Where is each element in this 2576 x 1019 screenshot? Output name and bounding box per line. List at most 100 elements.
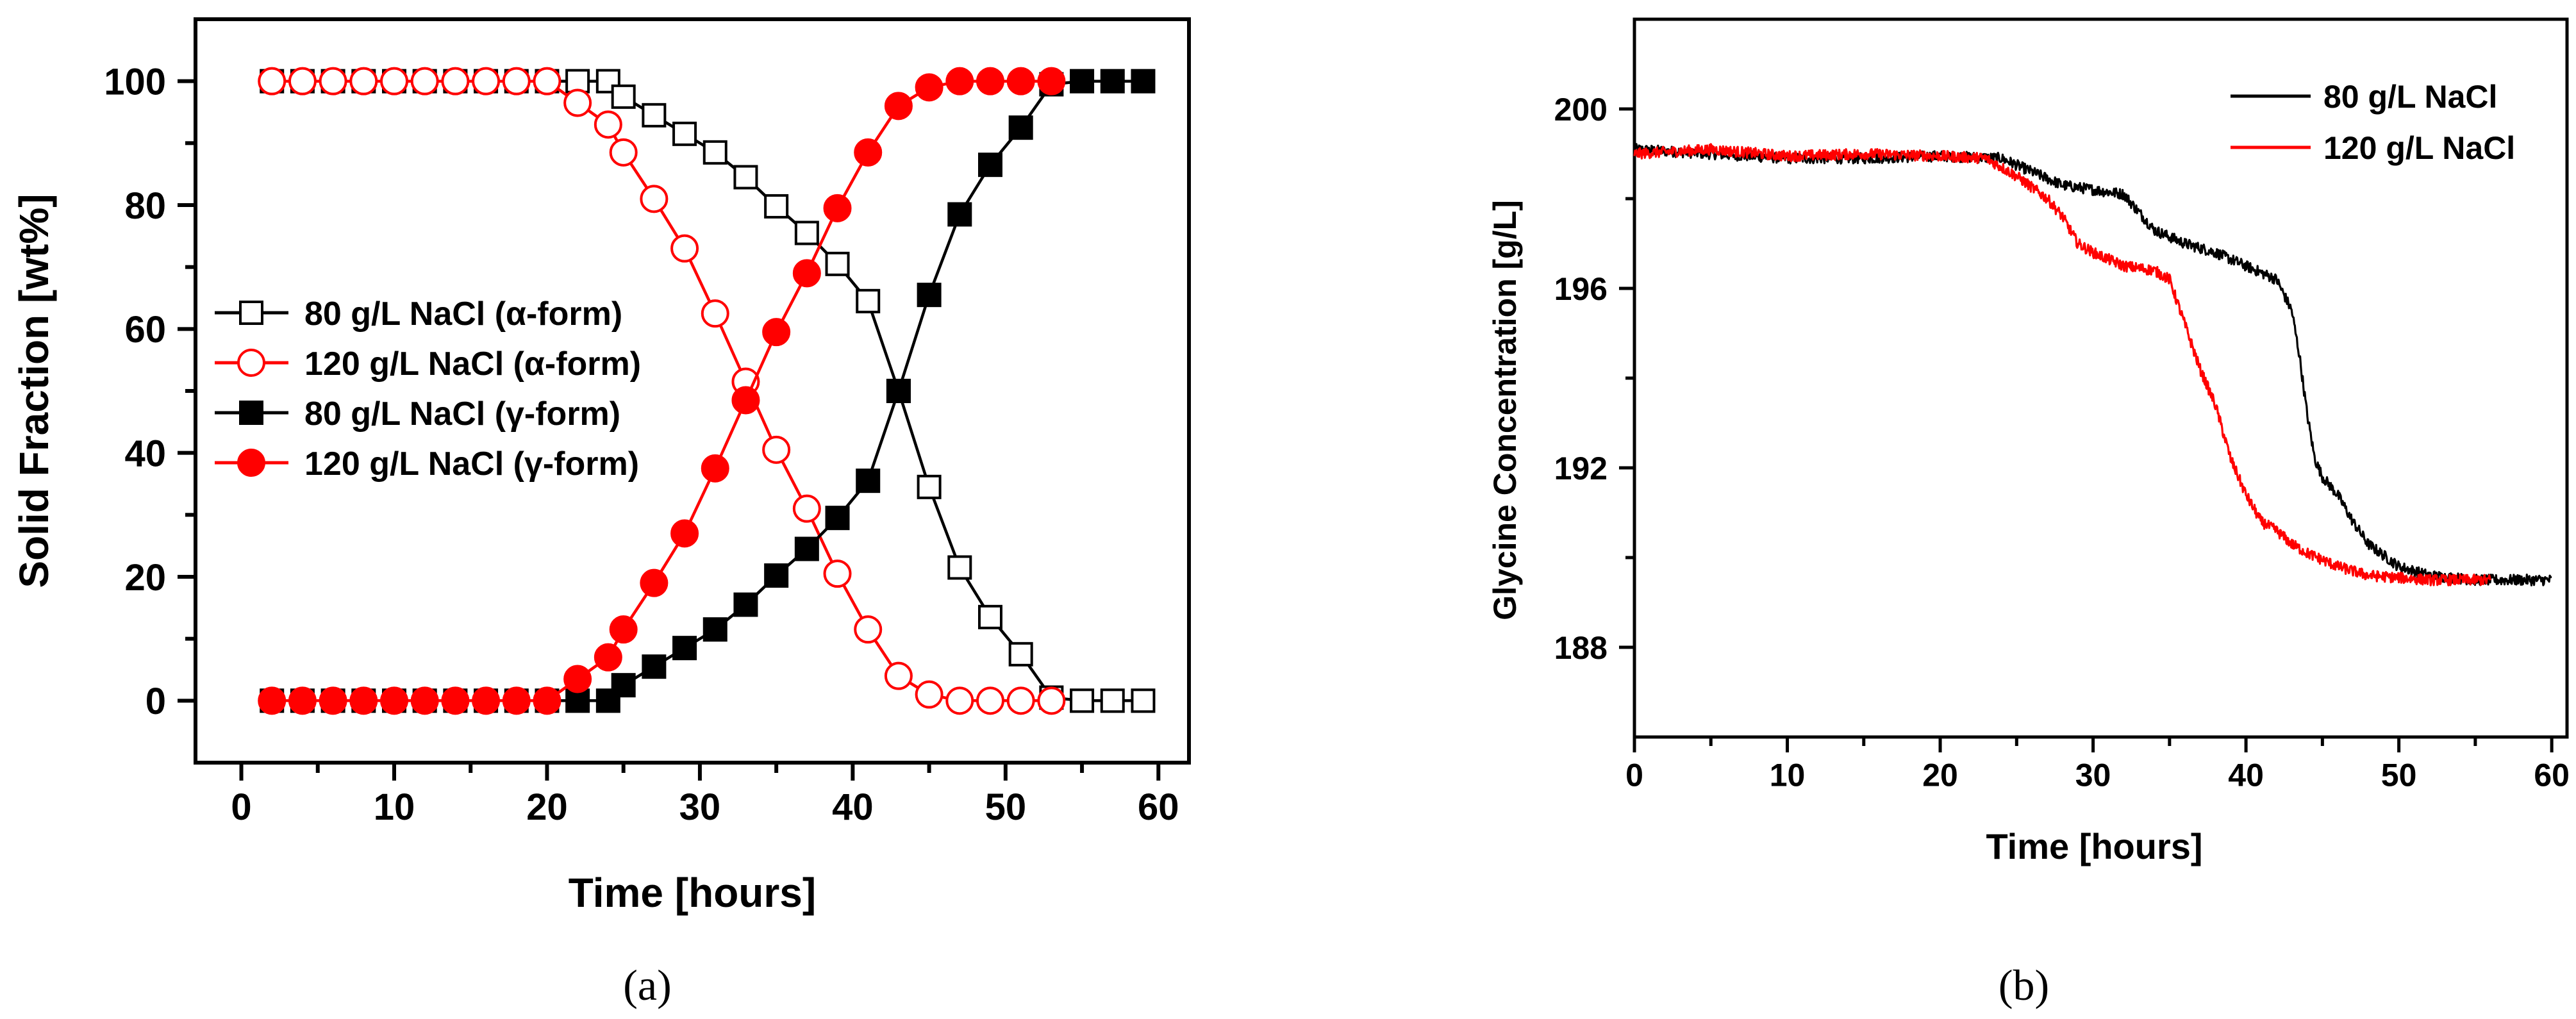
data-point (702, 617, 727, 642)
series-2 (1633, 143, 2492, 586)
data-point (1131, 688, 1156, 713)
y-tick-label: 192 (1554, 451, 1608, 486)
data-point (1037, 67, 1066, 95)
data-point (884, 92, 913, 120)
data-point (380, 67, 408, 95)
chart-a-caption: (a) (623, 961, 671, 1009)
data-point (854, 615, 883, 644)
legend-label: 120 g/L NaCl (γ-form) (304, 445, 639, 483)
series-2 (258, 67, 1066, 715)
data-point (595, 69, 620, 94)
legend-marker (239, 301, 263, 325)
series-line (272, 79, 1052, 702)
data-point (563, 665, 592, 693)
data-point (947, 202, 972, 227)
data-point (1008, 642, 1033, 667)
data-point (762, 435, 791, 464)
y-tick-label: 0 (145, 681, 166, 722)
data-point (1131, 69, 1156, 94)
x-tick-label: 30 (2075, 758, 2111, 793)
x-tick-label: 50 (985, 786, 1027, 828)
data-point (441, 686, 470, 715)
chart-b-series (1633, 143, 2552, 586)
legend-item: 120 g/L NaCl (γ-form) (215, 445, 639, 483)
data-point (945, 67, 974, 95)
legend-label: 80 g/L NaCl (γ-form) (304, 395, 620, 433)
data-point (349, 67, 378, 95)
data-point (947, 555, 972, 580)
data-point (701, 454, 729, 483)
data-point (502, 686, 531, 715)
x-tick-label: 20 (1922, 758, 1958, 793)
data-point (1006, 67, 1035, 95)
data-point (349, 686, 378, 715)
x-tick-label: 30 (679, 786, 721, 828)
data-point (672, 636, 697, 661)
x-tick-label: 60 (2534, 758, 2570, 793)
chart-a-plot-area: 0 10 20 30 40 50 60 0 20 40 60 80 100 80 g/L NaCl (α… (104, 17, 1191, 828)
data-point (1100, 69, 1125, 94)
legend-marker (239, 401, 263, 425)
data-point (1070, 69, 1095, 94)
data-point (733, 592, 758, 617)
legend-label: 120 g/L NaCl (α-form) (304, 345, 641, 383)
chart-a-x-axis-label: Time [hours] (569, 870, 816, 916)
data-point (886, 379, 911, 403)
y-tick-label: 40 (124, 433, 166, 475)
chart-b-legend: 80 g/L NaCl 120 g/L NaCl (2231, 79, 2515, 166)
series-line (1633, 143, 2492, 586)
y-tick-label: 20 (124, 557, 166, 599)
data-point (856, 468, 881, 493)
data-point (288, 686, 317, 715)
x-tick-label: 10 (1770, 758, 1806, 793)
data-point (764, 194, 789, 219)
y-tick-label: 196 (1554, 271, 1608, 307)
chart-a-legend: 80 g/L NaCl (α-form) 120 g/L NaCl (α-form… (215, 295, 641, 483)
data-point (258, 686, 287, 715)
data-point (258, 67, 287, 95)
data-point (764, 563, 789, 588)
data-point (288, 67, 317, 95)
y-tick-label: 200 (1554, 92, 1608, 128)
data-point (640, 185, 669, 213)
legend-item: 80 g/L NaCl (2231, 79, 2497, 115)
chart-b-caption: (b) (1998, 961, 2049, 1009)
data-point (917, 283, 942, 308)
data-point (533, 686, 561, 715)
data-point (854, 138, 883, 167)
data-point (609, 615, 638, 644)
data-point (672, 121, 697, 146)
data-point (1008, 115, 1033, 140)
data-point (762, 318, 791, 347)
series-line (272, 79, 1143, 702)
series-line (1633, 143, 2552, 586)
chart-a-y-axis-label: Solid Fraction [wt%] (11, 194, 57, 588)
data-point (792, 259, 821, 288)
series-1 (1633, 143, 2552, 586)
x-tick-label: 0 (231, 786, 251, 828)
x-tick-label: 40 (832, 786, 874, 828)
data-point (410, 686, 439, 715)
legend-item: 120 g/L NaCl (α-form) (215, 345, 641, 383)
data-point (976, 686, 1004, 715)
chart-b-plot-area: 0 10 20 30 40 50 60 188 192 196 200 80 g/L NaCl 120… (1554, 17, 2570, 793)
data-point (502, 67, 531, 95)
data-point (945, 686, 974, 715)
x-tick-label: 10 (374, 786, 415, 828)
legend-item: 80 g/L NaCl (γ-form) (215, 395, 620, 433)
data-point (441, 67, 470, 95)
data-point (533, 67, 561, 95)
legend-item: 80 g/L NaCl (α-form) (215, 295, 622, 333)
data-point (319, 686, 347, 715)
data-point (823, 559, 852, 588)
data-point (702, 140, 727, 165)
data-point (794, 220, 819, 245)
data-point (792, 494, 821, 523)
data-point (978, 604, 1002, 629)
data-point (976, 67, 1004, 95)
y-tick-label: 188 (1554, 630, 1608, 666)
data-point (563, 88, 592, 117)
data-point (794, 536, 819, 561)
data-point (1006, 686, 1035, 715)
